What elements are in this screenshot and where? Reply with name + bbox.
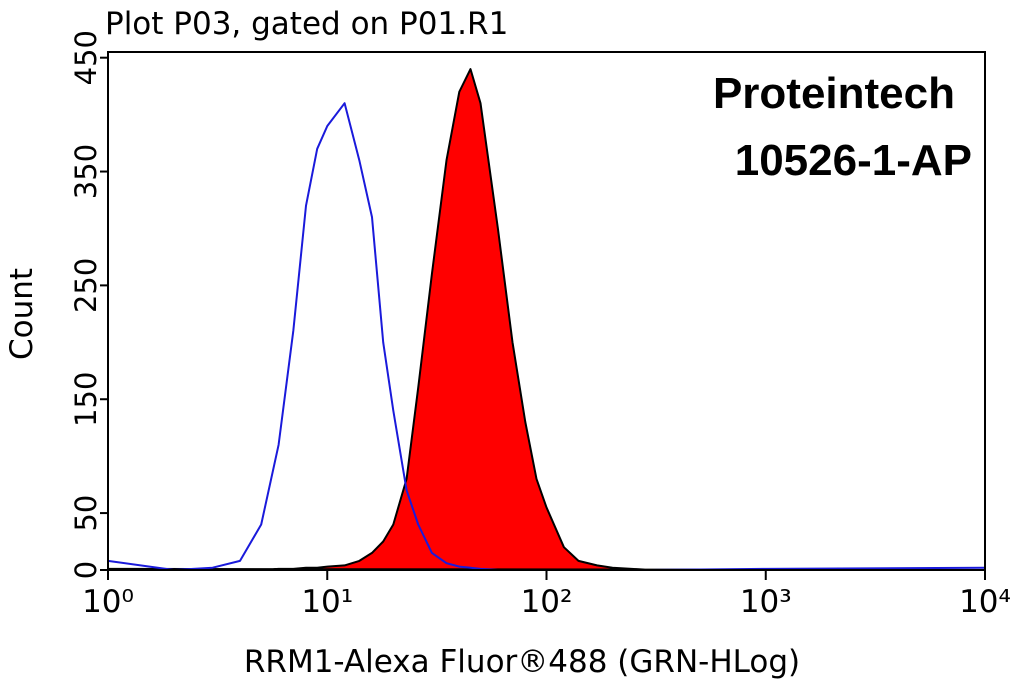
x-tick-label: 10⁴ [959,584,1011,620]
x-tick-label: 10³ [740,584,792,620]
y-tick-label: 50 [69,495,103,532]
annotation: Proteintech [713,69,955,118]
y-axis-label: Count [4,268,40,360]
x-tick-label: 10¹ [301,584,353,620]
y-tick-label: 150 [69,372,103,427]
y-tick-label: 350 [69,144,103,199]
x-tick-label: 10² [521,584,573,620]
histogram-area [107,68,986,571]
y-tick-label: 250 [69,258,103,313]
plot-frame [107,51,986,571]
y-tick-label: 0 [69,561,103,579]
x-axis-label: RRM1-Alexa Fluor®488 (GRN-HLog) [244,644,800,680]
x-tick-label: 10⁰ [82,584,134,620]
annotation: 10526-1-AP [735,136,972,185]
chart-title: Plot P03, gated on P01.R1 [105,6,508,42]
y-tick-label: 450 [69,30,103,85]
